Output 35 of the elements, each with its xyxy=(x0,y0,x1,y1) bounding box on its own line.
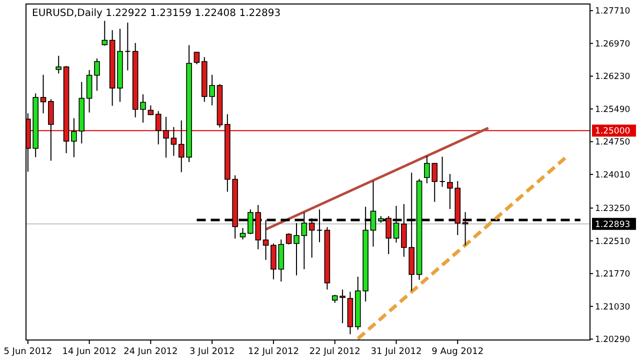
candlestick xyxy=(40,74,46,114)
x-tick-label: 31 Jul 2012 xyxy=(370,347,422,357)
y-tick-label: 1.26970 xyxy=(595,39,630,50)
y-tick-label: 1.25490 xyxy=(595,104,630,115)
y-tick-label: 1.22510 xyxy=(595,236,630,247)
ref-line-label: 1.25000 xyxy=(595,126,630,137)
candlestick xyxy=(170,126,177,156)
candlestick xyxy=(439,156,446,188)
candlestick xyxy=(140,94,146,124)
x-tick-label: 22 Jul 2012 xyxy=(309,347,360,357)
y-tick-label: 1.27710 xyxy=(595,6,630,17)
candlestick xyxy=(56,55,62,74)
candlestick xyxy=(194,51,200,65)
candlestick xyxy=(94,58,100,92)
y-tick-label: 1.23250 xyxy=(595,204,630,214)
x-tick-label: 14 Jun 2012 xyxy=(62,347,116,357)
y-tick-label: 1.24010 xyxy=(595,170,630,180)
chart-title: EURUSD,Daily 1.22922 1.23159 1.22408 1.22893 xyxy=(32,8,281,19)
y-tick-label: 1.26230 xyxy=(595,72,630,82)
candlestick xyxy=(102,20,108,46)
x-tick-label: 5 Jun 2012 xyxy=(4,347,52,357)
x-tick-label: 12 Jul 2012 xyxy=(248,347,299,357)
x-tick-label: 24 Jun 2012 xyxy=(124,347,178,357)
ref-line-label: 1.22893 xyxy=(595,220,630,230)
y-tick-label: 1.21030 xyxy=(595,302,630,312)
x-tick-label: 9 Aug 2012 xyxy=(432,347,484,357)
y-tick-label: 1.21770 xyxy=(595,270,630,280)
y-tick-label: 1.24750 xyxy=(595,138,630,148)
y-tick-label: 1.20290 xyxy=(595,335,630,346)
candlestick xyxy=(286,232,292,245)
candlestick xyxy=(124,22,131,71)
candlestick xyxy=(48,98,54,162)
candlestick xyxy=(86,69,92,113)
candlestick xyxy=(240,228,246,240)
x-tick-label: 3 Jul 2012 xyxy=(189,347,235,357)
